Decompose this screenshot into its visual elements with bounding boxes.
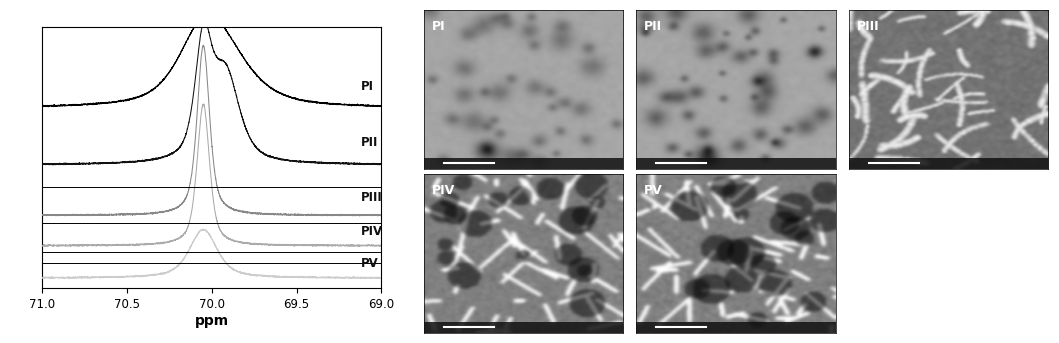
Text: PIV: PIV xyxy=(432,184,455,197)
Text: PV: PV xyxy=(644,184,663,197)
Text: PIII: PIII xyxy=(857,20,879,33)
Bar xyxy=(424,158,624,169)
Text: PI: PI xyxy=(361,80,374,93)
Text: PII: PII xyxy=(644,20,662,33)
Text: PII: PII xyxy=(361,136,378,149)
Bar xyxy=(636,322,836,333)
Text: PIV: PIV xyxy=(361,225,383,238)
Text: PIII: PIII xyxy=(361,191,382,204)
Bar xyxy=(848,158,1048,169)
Text: PI: PI xyxy=(432,20,445,33)
Bar xyxy=(424,322,624,333)
X-axis label: ppm: ppm xyxy=(195,314,229,328)
Bar xyxy=(636,158,836,169)
Text: PV: PV xyxy=(361,257,379,270)
